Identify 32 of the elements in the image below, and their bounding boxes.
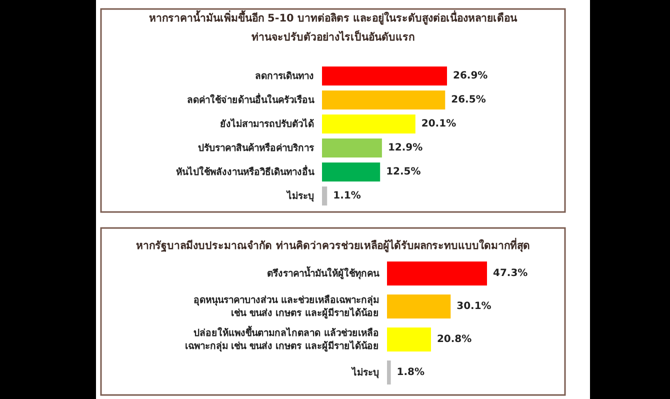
data-label: 26.9% — [453, 70, 488, 82]
data-label: 47.3% — [493, 268, 528, 280]
data-label: 26.5% — [451, 94, 486, 106]
chart-title: หากราคาน้ำมันเพิ่มขึ้นอีก 5-10 บาทต่อลิตร และอยู่ในระดับสูงต่อเนื่องหลายเดือน ท่านจะปรับตัวอย่างไรเป็นอันดับแรก — [148, 9, 518, 44]
y-tick-label: อุดหนุนราคาบางส่วน และช่วยเหลือเฉพาะกลุ่ม เช่น ขนส่ง เกษตร และผู้มีรายได้น้อย — [194, 294, 379, 320]
y-tick-label: ปล่อยให้แพงขึ้นตามกลไกตลาด แล้วช่วยเหลือ เฉพาะกลุ่ม เช่น ขนส่ง เกษตร และผู้มีรายได้น้อย — [184, 324, 379, 353]
bar — [322, 90, 446, 110]
y-tick-label: หันไปใช้พลังงานหรือวิธีเดินทางอื่น — [176, 164, 315, 178]
y-tick-label: ไม่ระบุ — [286, 190, 314, 202]
bar — [322, 114, 416, 134]
data-label: 12.9% — [388, 142, 423, 154]
bar — [387, 328, 431, 352]
data-label: 20.8% — [436, 334, 472, 346]
data-label: 12.5% — [386, 166, 421, 178]
y-tick-label: ไม่ระบุ — [351, 366, 379, 378]
bar — [387, 262, 487, 286]
y-tick-label: ปรับราคาสินค้าหรือค่าบริการ — [198, 142, 315, 154]
y-tick-label: ลดการเดินทาง — [255, 70, 314, 82]
y-tick-label: ลดค่าใช้จ่ายด้านอื่นในครัวเรือน — [187, 92, 315, 106]
bar — [387, 360, 391, 384]
y-tick-label: ยังไม่สามารถปรับตัวได้ — [220, 118, 314, 130]
bar — [322, 138, 382, 158]
bar — [322, 66, 447, 86]
data-label: 1.8% — [396, 367, 425, 378]
y-tick-label: ตรึงราคาน้ำมันให้ผู้ใช้ทุกคน — [267, 265, 380, 280]
chart-title: หากรัฐบาลมีงบประมาณจำกัด ท่านคิดว่าควรช่วยเหลือผู้ได้รับผลกระทบแบบใดมากที่สุด — [136, 236, 530, 253]
bar — [322, 186, 328, 206]
bar — [322, 162, 380, 182]
bar — [387, 294, 451, 318]
data-label: 1.1% — [333, 190, 361, 202]
data-label: 30.1% — [456, 301, 492, 312]
data-label: 20.1% — [421, 118, 456, 130]
